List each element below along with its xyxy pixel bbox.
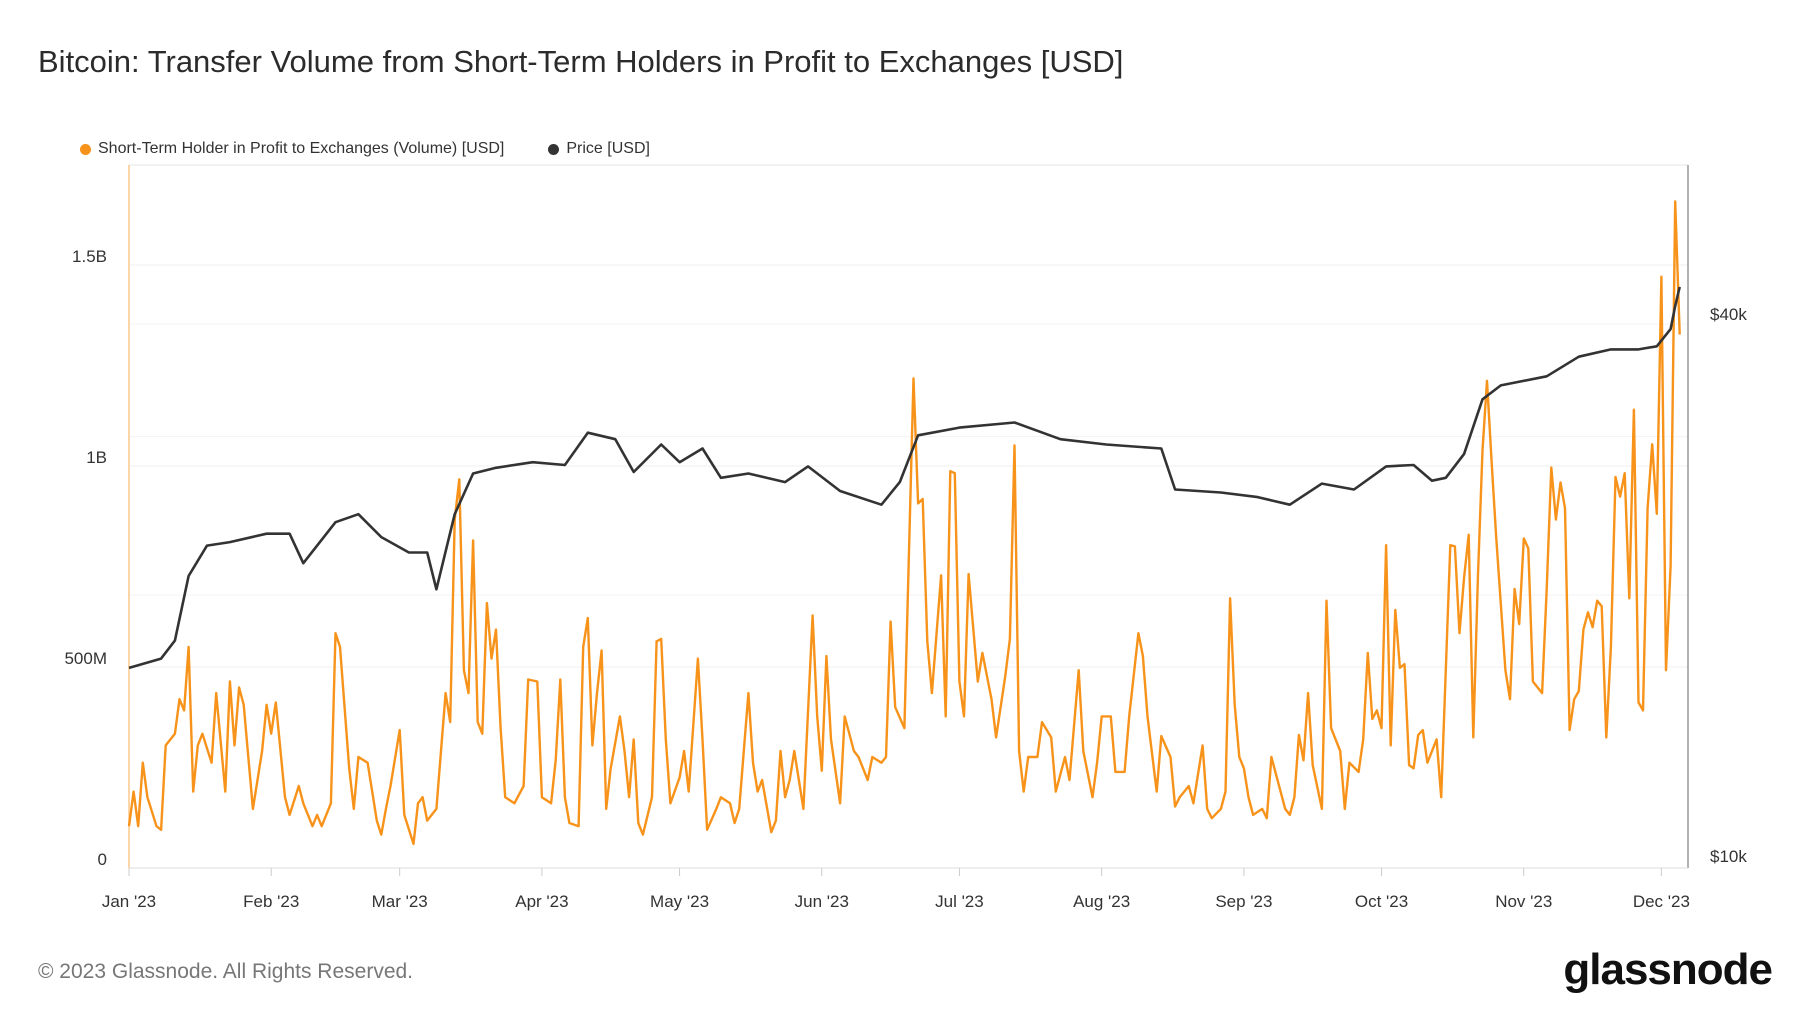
x-axis-labels: Jan '23 Feb '23 Mar '23 Apr '23 May '23 Jun '… [102, 868, 1690, 911]
y-right-tick-label: $40k [1710, 305, 1747, 324]
price-line [128, 286, 1681, 670]
y-left-tick-label: 1.5B [72, 247, 107, 266]
legend-item-price[interactable]: Price [USD] [548, 140, 650, 158]
x-tick-label: Nov '23 [1495, 892, 1552, 911]
chart-title: Bitcoin: Transfer Volume from Short-Term… [38, 44, 1124, 79]
x-tick-label: May '23 [650, 892, 709, 911]
x-tick-label: Oct '23 [1355, 892, 1408, 911]
left-axis-labels: 0 500M 1B 1.5B [64, 247, 107, 869]
x-tick-label: Dec '23 [1633, 892, 1690, 911]
y-left-tick-label: 0 [98, 850, 107, 869]
right-axis-labels: $10k $40k [1710, 305, 1747, 866]
x-tick-label: Apr '23 [515, 892, 568, 911]
legend-label-volume: Short-Term Holder in Profit to Exchanges… [98, 140, 505, 157]
y-left-tick-label: 500M [64, 649, 107, 668]
x-tick-label: Feb '23 [243, 892, 299, 911]
price-dot-icon [548, 143, 560, 155]
legend: Short-Term Holder in Profit to Exchanges… [80, 140, 650, 158]
legend-item-volume[interactable]: Short-Term Holder in Profit to Exchanges… [80, 140, 504, 158]
x-tick-label: Sep '23 [1215, 892, 1272, 911]
legend-label-price: Price [USD] [566, 140, 650, 157]
x-tick-label: Jan '23 [102, 892, 156, 911]
x-tick-label: Jun '23 [795, 892, 849, 911]
volume-line [127, 200, 1681, 846]
copyright: © 2023 Glassnode. All Rights Reserved. [38, 960, 414, 983]
volume-dot-icon [80, 143, 91, 155]
x-tick-label: Mar '23 [372, 892, 428, 911]
glassnode-logo[interactable]: glassnode [1563, 945, 1773, 994]
gridlines [129, 264, 1688, 668]
x-tick-label: Jul '23 [935, 892, 984, 911]
y-left-tick-label: 1B [86, 448, 107, 467]
x-tick-label: Aug '23 [1073, 892, 1130, 911]
y-right-tick-label: $10k [1710, 847, 1747, 866]
series-lines [127, 200, 1681, 846]
